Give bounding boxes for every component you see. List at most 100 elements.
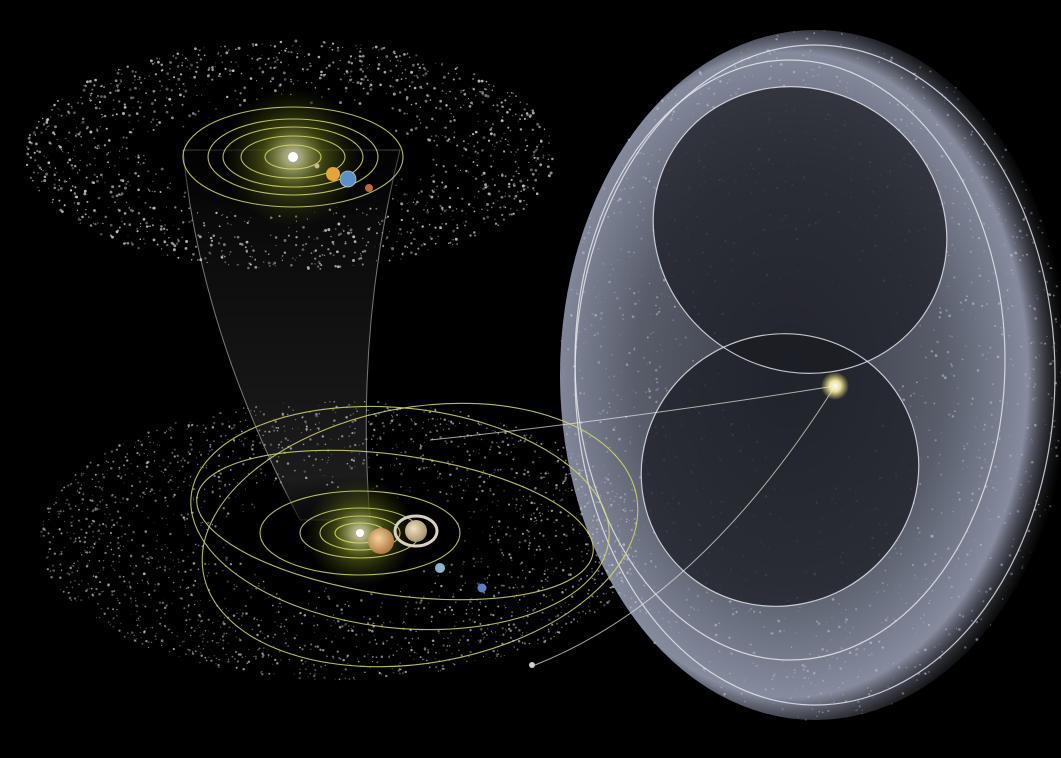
particle [139,615,141,618]
particle [255,80,258,82]
particle [86,126,89,129]
particle [957,402,960,405]
particle [210,253,212,255]
particle [635,555,637,557]
particle [57,114,60,116]
particle [519,101,522,103]
particle [737,87,740,90]
particle [120,80,123,83]
particle [175,488,177,490]
particle [578,579,581,582]
particle [541,586,544,589]
particle [48,518,50,521]
particle [533,502,536,505]
particle [158,121,161,124]
particle [361,52,363,54]
particle [389,621,391,623]
particle [446,645,449,647]
particle [166,430,168,432]
particle [67,140,69,142]
particle [990,624,992,626]
particle [515,113,517,115]
particle [1003,243,1006,246]
particle [169,462,172,465]
particle [321,649,325,652]
particle [247,426,249,428]
particle [59,510,62,513]
particle [83,84,85,87]
particle [199,600,201,602]
particle [886,630,888,632]
particle [849,631,851,634]
particle [657,312,659,314]
particle [128,114,131,117]
particle [509,556,513,559]
particle [631,555,634,558]
particle [611,585,614,588]
particle [135,564,138,567]
particle [239,653,242,656]
particle [208,251,211,254]
particle [361,70,365,73]
particle [148,435,150,438]
particle [607,215,610,218]
particle [102,115,104,118]
particle [802,668,805,671]
particle [115,69,117,71]
particle [77,132,81,136]
particle [164,499,167,502]
particle [218,644,220,646]
particle [521,634,524,636]
particle [609,406,611,408]
particle [244,437,246,440]
particle [499,468,502,471]
particle [486,95,490,98]
particle [408,85,411,88]
particle [940,473,943,476]
particle [58,185,60,187]
particle [881,650,883,652]
particle [337,67,340,70]
oort-cloud-cutaway-upper [653,86,947,374]
particle [126,453,129,455]
particle [345,240,347,243]
particle [485,653,488,655]
particle [103,114,107,118]
particle [528,495,532,498]
particle [410,648,413,652]
particle [194,650,197,653]
particle [436,429,439,432]
particle [129,208,133,212]
particle [971,499,973,502]
particle [712,106,715,109]
particle [246,221,249,225]
particle [461,154,464,157]
particle [619,334,621,336]
particle [485,120,488,123]
particle [579,369,581,372]
particle [512,586,515,589]
particle [283,415,285,417]
particle [106,153,109,156]
particle [159,58,161,60]
particle [104,524,107,527]
particle [792,31,795,33]
particle [390,419,394,423]
particle [74,155,76,157]
particle [618,544,621,547]
particle [714,633,718,637]
particle [608,552,611,555]
particle [478,640,482,644]
particle [234,441,235,443]
particle [119,501,121,503]
particle [489,132,493,136]
particle [597,361,601,364]
particle [468,643,470,645]
particle [1010,253,1013,257]
particle [941,650,944,653]
particle [258,582,260,585]
particle [95,587,98,591]
particle [78,536,81,539]
particle [76,570,79,572]
particle [595,501,598,504]
